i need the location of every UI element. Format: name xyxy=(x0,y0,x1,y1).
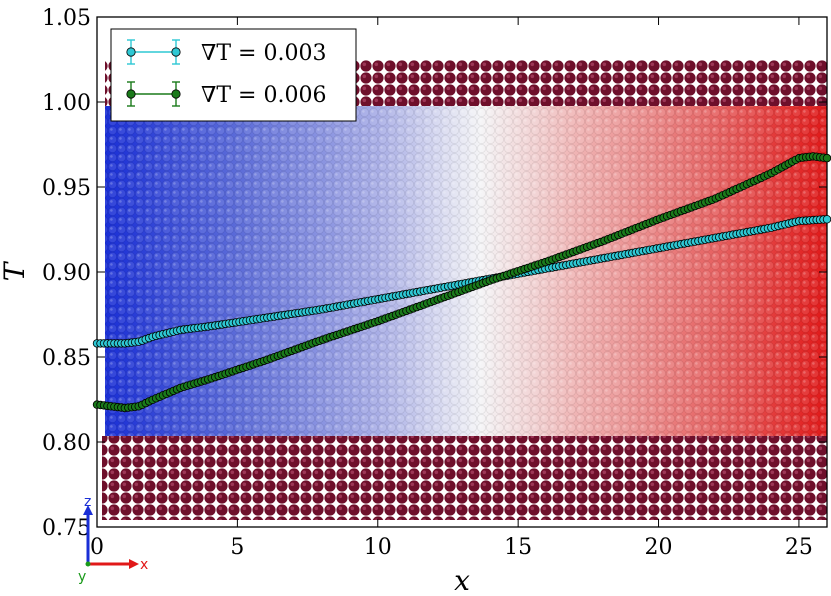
triad-z-label: z xyxy=(84,494,91,510)
x-tick-label: 25 xyxy=(785,535,813,560)
x-axis-label: x xyxy=(454,564,470,596)
x-tick-label: 15 xyxy=(504,535,532,560)
data-point xyxy=(822,153,831,163)
triad-x-label: x xyxy=(140,557,148,573)
series-layer xyxy=(92,152,831,413)
legend-entry: ∇T = 0.006 xyxy=(126,81,326,108)
lower-wall-atoms xyxy=(102,436,827,520)
legend-label: ∇T = 0.006 xyxy=(201,83,326,108)
x-tick-label: 5 xyxy=(230,535,244,560)
triad-y-dot xyxy=(85,561,91,567)
simulation-background xyxy=(102,60,827,520)
legend-box xyxy=(110,28,357,122)
legend-marker xyxy=(171,89,181,99)
plot-area xyxy=(92,16,831,528)
x-tick-label: 0 xyxy=(90,535,104,560)
legend-entry: ∇T = 0.003 xyxy=(126,39,326,66)
legend-marker xyxy=(171,47,181,57)
legend-label: ∇T = 0.003 xyxy=(201,41,326,66)
fluid-atoms xyxy=(105,106,827,436)
data-point xyxy=(822,215,831,224)
x-tick-label: 10 xyxy=(364,535,392,560)
y-axis-label: T xyxy=(0,260,31,281)
axis-ticks xyxy=(96,16,827,528)
series-2 xyxy=(92,152,831,413)
x-tick-label: 20 xyxy=(645,535,673,560)
y-tick-label: 0.75 xyxy=(42,516,91,541)
y-tick-label: 0.90 xyxy=(42,261,91,286)
axes-triad: z x y xyxy=(78,494,148,585)
triad-z-arrowhead xyxy=(83,505,93,515)
legend: ∇T = 0.003 ∇T = 0.006 xyxy=(110,28,357,122)
series-1 xyxy=(92,215,831,348)
y-tick-label: 1.00 xyxy=(42,91,91,116)
triad-y-label: y xyxy=(78,569,86,585)
y-tick-label: 0.95 xyxy=(42,176,91,201)
tick-labels: 0 5 10 15 20 25 0.75 0.80 0.85 0.90 0.95 1.00 1.05 xyxy=(42,6,813,560)
y-tick-label: 0.80 xyxy=(42,431,91,456)
y-tick-label: 1.05 xyxy=(42,6,91,31)
legend-marker xyxy=(126,47,136,57)
legend-marker xyxy=(126,89,136,99)
triad-x-arrowhead xyxy=(129,559,139,569)
y-tick-label: 0.85 xyxy=(42,346,91,371)
